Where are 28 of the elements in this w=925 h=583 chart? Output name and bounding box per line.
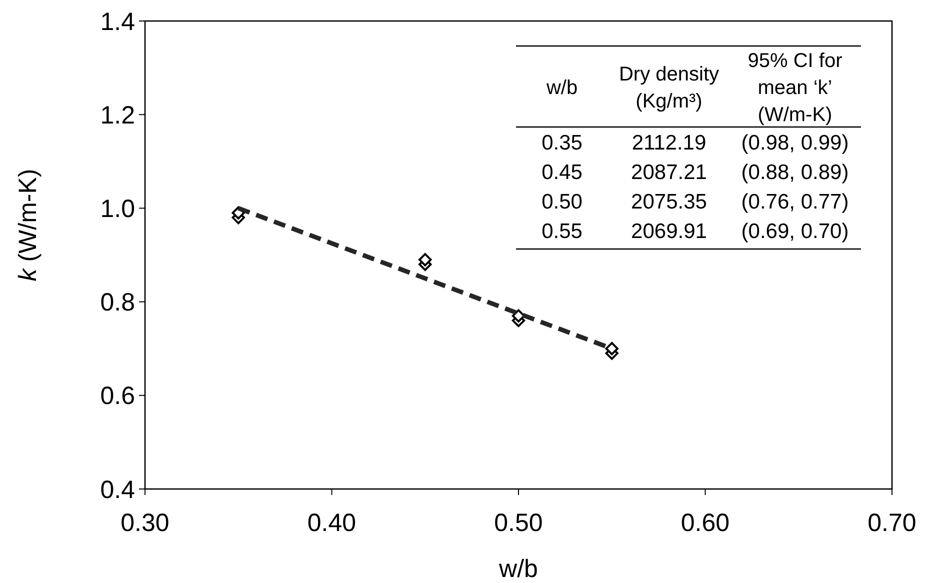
annotation: 95% CI for mean ‘k’ (W/m-K) — [748, 50, 843, 126]
x-axis-title: w/b — [498, 555, 538, 583]
annotation: (0.76, 0.77) — [741, 190, 849, 214]
y-axis-title: k (W/m-K) — [14, 168, 42, 282]
x-tick-label: 0.50 — [494, 509, 543, 537]
annotation: 2069.91 — [631, 220, 707, 243]
y-tick-label: 1.4 — [100, 8, 136, 36]
y-tick-label: 0.4 — [100, 476, 136, 504]
annotation: 2075.35 — [631, 190, 707, 214]
x-tick-label: 0.60 — [680, 509, 730, 537]
x-tick-label: 0.30 — [120, 509, 170, 537]
y-tick-label: 0.8 — [100, 288, 135, 317]
annotation: Dry density (Kg/m³) — [618, 64, 720, 112]
y-tick-label: 0.6 — [100, 382, 135, 410]
annotation: 2087.21 — [631, 161, 707, 184]
x-tick-label: 0.40 — [307, 509, 356, 537]
annotation: 0.35 — [542, 132, 582, 154]
annotation: 2112.19 — [632, 132, 706, 154]
annotation: 0.45 — [542, 161, 582, 184]
annotation: 0.50 — [542, 190, 582, 214]
y-tick-label: 1.2 — [100, 101, 135, 130]
annotation: w/b — [545, 77, 578, 99]
annotation: (0.69, 0.70) — [741, 220, 849, 243]
annotation: (0.98, 0.99) — [741, 132, 849, 154]
annotation: (0.88, 0.89) — [741, 161, 849, 184]
annotation: 0.55 — [542, 220, 582, 243]
y-tick-label: 1.0 — [100, 194, 135, 223]
x-tick-label: 0.70 — [868, 509, 916, 537]
